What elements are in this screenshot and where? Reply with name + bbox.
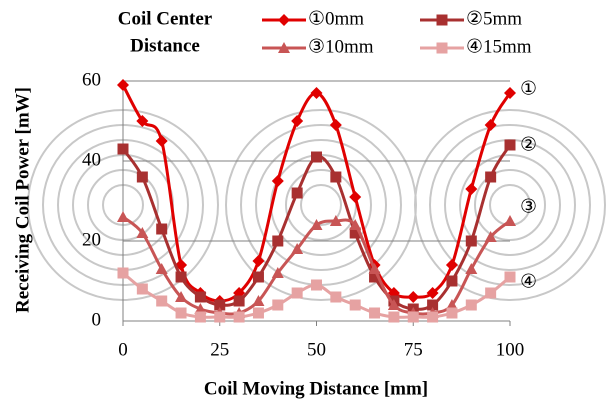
x-axis-title: Coil Moving Distance [mm] xyxy=(204,378,428,399)
marker xyxy=(271,267,284,278)
marker xyxy=(485,171,497,183)
marker xyxy=(117,267,129,279)
marker xyxy=(310,219,323,230)
marker xyxy=(156,223,168,235)
marker xyxy=(136,283,148,295)
background-rings xyxy=(27,109,606,301)
x-tick-label: 100 xyxy=(496,339,525,360)
marker xyxy=(271,175,284,187)
marker xyxy=(194,311,206,323)
marker xyxy=(194,291,206,303)
marker xyxy=(311,279,322,291)
marker xyxy=(272,235,284,247)
marker xyxy=(426,287,439,299)
marker xyxy=(330,291,342,303)
marker xyxy=(117,79,129,91)
legend-label: ①0mm xyxy=(308,8,364,29)
marker xyxy=(484,231,497,242)
legend-label: ③10mm xyxy=(308,36,374,57)
marker xyxy=(349,227,361,239)
marker xyxy=(156,295,168,307)
marker xyxy=(252,307,264,319)
legend-marker xyxy=(436,14,448,26)
marker xyxy=(214,299,226,311)
marker xyxy=(349,219,362,230)
marker xyxy=(311,151,322,163)
legend-marker xyxy=(278,14,290,26)
marker xyxy=(368,263,381,274)
y-tick-label: 0 xyxy=(92,309,102,330)
marker xyxy=(214,311,226,323)
marker xyxy=(369,307,381,319)
marker xyxy=(445,299,458,310)
annotation: ② xyxy=(520,134,537,155)
x-tick-label: 50 xyxy=(307,339,326,360)
y-tick-label: 60 xyxy=(82,69,101,90)
y-axis-title: Receiving Coil Power [mW] xyxy=(12,87,33,313)
marker xyxy=(272,299,284,311)
marker xyxy=(369,271,381,283)
marker xyxy=(291,287,303,299)
marker xyxy=(465,299,477,311)
marker xyxy=(252,295,265,306)
marker xyxy=(349,299,361,311)
marker xyxy=(136,227,149,238)
marker xyxy=(175,307,187,319)
marker xyxy=(465,263,478,274)
legend-label: ②5mm xyxy=(466,8,522,29)
marker xyxy=(465,235,477,247)
marker xyxy=(427,299,439,311)
marker xyxy=(445,259,458,271)
y-tick-label: 20 xyxy=(82,229,101,250)
y-tick-label: 40 xyxy=(82,149,101,170)
marker xyxy=(484,119,497,131)
marker xyxy=(465,183,478,195)
x-tick-label: 25 xyxy=(210,339,229,360)
marker xyxy=(329,215,342,226)
marker xyxy=(504,271,516,283)
legend-marker xyxy=(278,42,290,53)
marker xyxy=(117,211,129,222)
marker xyxy=(155,135,168,147)
marker xyxy=(485,287,497,299)
marker xyxy=(136,115,149,127)
annotation: ① xyxy=(520,78,537,99)
marker xyxy=(407,291,420,303)
marker xyxy=(407,311,419,323)
marker xyxy=(504,139,516,151)
marker xyxy=(252,271,264,283)
legend-title: Coil Center xyxy=(118,8,213,29)
marker xyxy=(446,275,458,287)
marker xyxy=(194,303,207,314)
marker xyxy=(504,87,516,99)
marker xyxy=(155,263,168,274)
marker xyxy=(175,291,188,302)
marker xyxy=(504,215,516,226)
legend-marker xyxy=(436,42,448,54)
marker xyxy=(310,87,323,99)
marker xyxy=(388,311,400,323)
annotation: ③ xyxy=(520,196,537,217)
annotation: ④ xyxy=(520,271,537,292)
legend-label: ④15mm xyxy=(466,36,532,57)
marker xyxy=(387,299,400,310)
x-tick-label: 75 xyxy=(404,339,423,360)
marker xyxy=(175,271,187,283)
marker xyxy=(349,191,362,203)
marker xyxy=(446,307,458,319)
marker xyxy=(252,255,265,267)
marker xyxy=(233,295,245,307)
marker xyxy=(136,171,148,183)
marker xyxy=(427,311,439,323)
marker xyxy=(291,187,303,199)
marker xyxy=(233,311,245,323)
marker xyxy=(291,243,304,254)
legend-title: Distance xyxy=(130,35,200,56)
x-tick-label: 0 xyxy=(118,339,128,360)
marker xyxy=(329,119,342,131)
marker xyxy=(330,171,342,183)
marker xyxy=(117,143,129,155)
marker xyxy=(291,115,304,127)
